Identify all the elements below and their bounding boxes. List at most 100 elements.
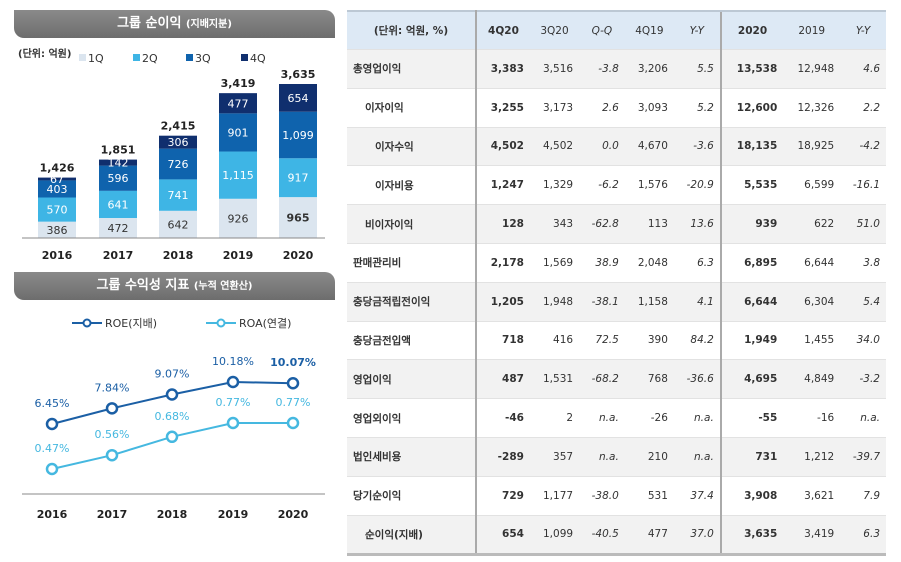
table-cell: 4,670 xyxy=(624,127,674,167)
table-cell: 477 xyxy=(624,515,674,557)
table-cell: 4,695 xyxy=(719,359,784,400)
bar-segment xyxy=(159,148,197,180)
bar-value-label: 654 xyxy=(288,92,309,105)
legend-swatch xyxy=(186,54,193,61)
bar-value-label: 641 xyxy=(108,198,129,211)
table-cell: 12,600 xyxy=(719,88,784,128)
data-label: 0.77% xyxy=(276,396,311,409)
table-cell: 6,304 xyxy=(783,282,841,322)
table-cell: 1,177 xyxy=(529,476,580,516)
table-cell: 718 xyxy=(476,321,530,361)
bar-value-label: 965 xyxy=(287,212,310,225)
legend-label: 1Q xyxy=(88,52,104,65)
table-cell: 2.6 xyxy=(579,88,625,128)
table-cell: 13,538 xyxy=(719,49,784,89)
table-cell: -3.2 xyxy=(840,359,886,400)
column-header: 2020 xyxy=(719,10,784,50)
table-cell: 3,093 xyxy=(624,88,674,128)
table-cell: 순이익(지배) xyxy=(347,515,477,557)
table-cell: 6.3 xyxy=(840,515,886,557)
bar-segment xyxy=(99,165,137,191)
table-cell: 4.6 xyxy=(840,49,886,89)
table-cell: 1,212 xyxy=(783,437,841,477)
table-cell: 84.2 xyxy=(673,321,721,361)
column-header: 4Q19 xyxy=(624,10,674,50)
bar-segment xyxy=(99,159,137,166)
table-cell: 37.0 xyxy=(673,515,721,557)
table-cell: 1,099 xyxy=(529,515,580,557)
column-header: 3Q20 xyxy=(529,10,580,50)
table-cell: 18,135 xyxy=(719,127,784,167)
table-cell: 768 xyxy=(624,359,674,400)
table-cell: 영업이익 xyxy=(347,359,477,400)
table-cell: -40.5 xyxy=(579,515,625,557)
bar-total-label: 2,415 xyxy=(161,120,196,133)
bar-segment xyxy=(159,135,197,149)
table-cell: 939 xyxy=(719,204,784,244)
x-tick-label: 2019 xyxy=(218,508,249,521)
legend-swatch xyxy=(133,54,140,61)
data-label: 0.68% xyxy=(155,410,190,423)
table-cell: 당기순이익 xyxy=(347,476,477,516)
table-row: 법인세비용 -289 357 n.a. 210 n.a. 731 1,212 -39.7 xyxy=(347,437,886,477)
table-cell: 37.4 xyxy=(673,476,721,516)
table-cell: -26 xyxy=(624,398,674,438)
table-cell: 충당금전입액 xyxy=(347,321,477,361)
table-cell: 1,569 xyxy=(529,243,580,283)
table-cell: 6,599 xyxy=(783,165,841,206)
column-header: (단위: 억원, %) xyxy=(347,10,477,50)
table-cell: 0.0 xyxy=(579,127,625,167)
table-cell: 3,206 xyxy=(624,49,674,89)
table-row: 영업이익 487 1,531 -68.2 768 -36.6 4,695 4,849 -3.2 xyxy=(347,359,886,400)
data-point xyxy=(105,402,119,415)
table-cell: -36.6 xyxy=(673,359,721,400)
table-cell: 3,516 xyxy=(529,49,580,89)
data-label: 0.47% xyxy=(35,442,70,455)
unit-label: (단위: 억원) xyxy=(18,49,72,60)
data-point xyxy=(226,416,240,430)
bar-value-label: 67 xyxy=(50,173,64,186)
table-cell: 3,173 xyxy=(529,88,580,128)
line-chart-title: 그룹 수익성 지표 xyxy=(96,278,190,293)
x-tick-label: 2018 xyxy=(157,508,188,521)
x-tick-label: 2017 xyxy=(97,508,128,521)
table-cell: 3,621 xyxy=(783,476,841,516)
bar-segment xyxy=(219,151,257,199)
table-cell: 1,329 xyxy=(529,165,580,206)
table-cell: 7.9 xyxy=(840,476,886,516)
table-cell: 6.3 xyxy=(673,243,721,283)
table-cell: 731 xyxy=(719,437,784,477)
data-label: 10.18% xyxy=(212,355,254,368)
table-cell: -62.8 xyxy=(579,204,625,244)
bar-value-label: 642 xyxy=(168,218,189,231)
column-header: Q-Q xyxy=(579,10,625,50)
bar-value-label: 142 xyxy=(108,157,129,170)
bar-value-label: 1,099 xyxy=(282,129,314,142)
table-cell: 72.5 xyxy=(579,321,625,361)
x-tick-label: 2018 xyxy=(163,249,194,262)
table-cell: 3,383 xyxy=(476,49,530,89)
table-cell: -4.2 xyxy=(840,127,886,167)
table-cell: 1,949 xyxy=(719,321,784,361)
table-cell: n.a. xyxy=(840,398,886,438)
table-cell: 5.4 xyxy=(840,282,886,322)
table-row: 총영업이익 3,383 3,516 -3.8 3,206 5.5 13,538 12,948 4… xyxy=(347,49,886,89)
bar-chart-title: 그룹 순이익 xyxy=(117,16,182,31)
table-cell: 390 xyxy=(624,321,674,361)
bar-value-label: 386 xyxy=(47,224,68,237)
legend-swatch xyxy=(241,54,248,61)
table-cell: 5,535 xyxy=(719,165,784,206)
table-cell: 비이자이익 xyxy=(347,204,477,244)
table-cell: -68.2 xyxy=(579,359,625,400)
data-point xyxy=(45,462,59,476)
table-row: 당기순이익 729 1,177 -38.0 531 37.4 3,908 3,621 7.9 xyxy=(347,476,886,516)
line-chart-subtitle: (누적 연환산) xyxy=(193,281,253,292)
table-cell: n.a. xyxy=(579,398,625,438)
table-cell: 1,158 xyxy=(624,282,674,322)
table-cell: -38.0 xyxy=(579,476,625,516)
bar-value-label: 596 xyxy=(108,172,129,185)
column-header: 2019 xyxy=(783,10,841,50)
table-row: 비이자이익 128 343 -62.8 113 13.6 939 622 51.0 xyxy=(347,204,886,244)
line-chart-header: 그룹 수익성 지표 (누적 연환산) xyxy=(14,272,335,300)
table-cell: 총영업이익 xyxy=(347,49,477,89)
